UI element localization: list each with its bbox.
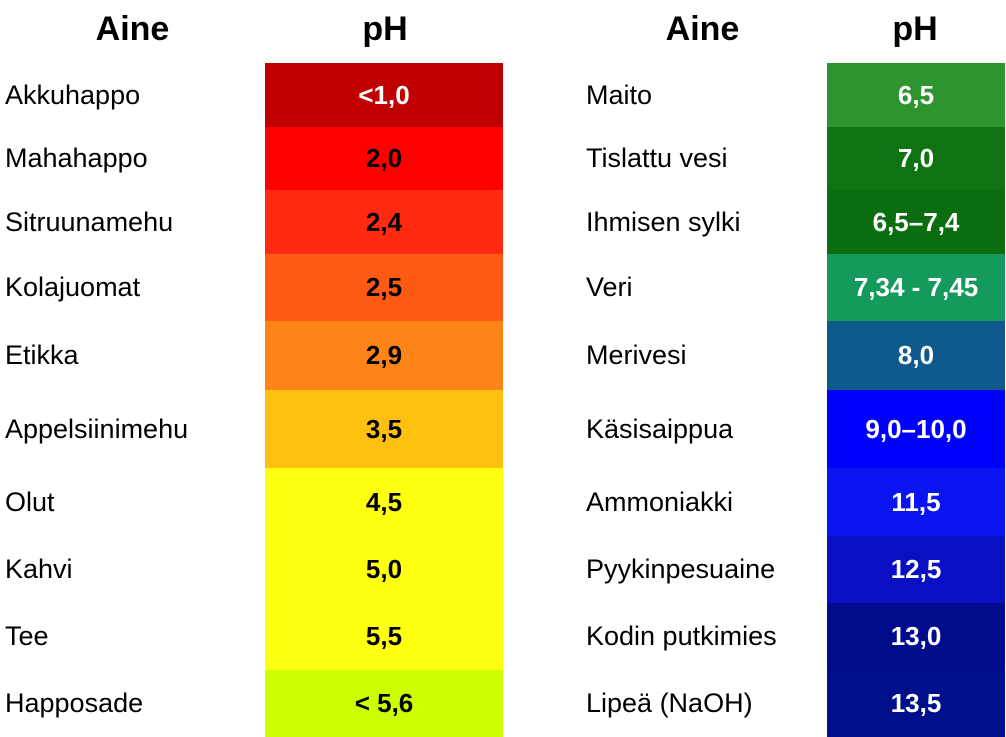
left-ph-cell: 5,0 — [265, 536, 503, 603]
right-substance-label: Käsisaippua — [586, 413, 734, 444]
right-substance-label: Merivesi — [586, 340, 687, 370]
right-ph-cell: 11,5 — [827, 468, 1005, 536]
right-ph-cell: 13,5 — [827, 670, 1005, 737]
right-substance-label: Kodin putkimies — [586, 621, 777, 651]
right-ph-cell: 6,5–7,4 — [827, 190, 1005, 254]
right-substance-label: Pyykinpesuaine — [586, 554, 776, 584]
left-substance-label: Happosade — [5, 688, 144, 718]
right-substance-label: Tislattu vesi — [586, 143, 728, 173]
left-ph-cell: 2,9 — [265, 321, 503, 390]
left-ph-cell: 2,0 — [265, 127, 503, 190]
left-ph-cell: 2,4 — [265, 190, 503, 254]
left-substance-label: Mahahappo — [5, 143, 148, 173]
left-ph-cell: < 5,6 — [265, 670, 503, 737]
right-substance-label: Ammoniakki — [586, 486, 734, 517]
right-ph-cell: 6,5 — [827, 63, 1005, 127]
left-header-ph: pH — [362, 9, 408, 48]
left-ph-cell: 4,5 — [265, 468, 503, 536]
left-substance-label: Olut — [5, 486, 55, 517]
left-substance-label: Etikka — [5, 340, 79, 370]
left-ph-cell: 3,5 — [265, 390, 503, 468]
right-ph-cell: 7,0 — [827, 127, 1005, 190]
left-ph-cell: <1,0 — [265, 63, 503, 127]
right-ph-cell: 8,0 — [827, 321, 1005, 390]
left-ph-cell: 2,5 — [265, 254, 503, 321]
right-ph-cell: 7,34 - 7,45 — [827, 254, 1005, 321]
left-substance-label: Tee — [5, 621, 49, 651]
left-header-substance: Aine — [95, 9, 170, 48]
right-ph-cell: 9,0–10,0 — [827, 390, 1005, 468]
left-substance-label: Appelsiinimehu — [5, 413, 189, 444]
left-substance-label: Akkuhappo — [5, 79, 141, 110]
left-substance-label: Kahvi — [5, 554, 73, 584]
left-substance-label: Kolajuomat — [5, 272, 141, 302]
right-substance-label: Lipeä (NaOH) — [586, 688, 753, 718]
left-substance-label: Sitruunamehu — [5, 206, 174, 237]
right-header-ph: pH — [892, 9, 938, 48]
right-substance-label: Ihmisen sylki — [586, 206, 741, 237]
right-ph-cell: 13,0 — [827, 603, 1005, 670]
right-header-substance: Aine — [665, 9, 740, 48]
right-substance-label: Maito — [586, 79, 653, 110]
right-ph-cell: 12,5 — [827, 536, 1005, 603]
right-substance-label: Veri — [586, 272, 633, 302]
left-ph-cell: 5,5 — [265, 603, 503, 670]
